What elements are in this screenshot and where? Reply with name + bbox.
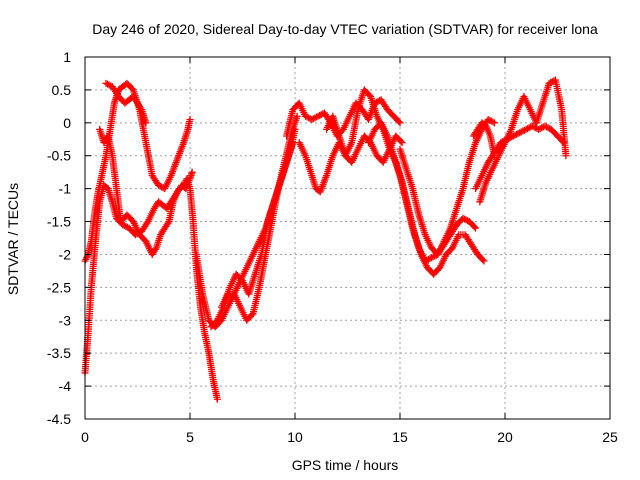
y-tick-label: -1.5: [47, 214, 71, 230]
x-tick-label: 25: [602, 429, 618, 445]
x-tick-label: 15: [392, 429, 408, 445]
y-tick-label: -4.5: [47, 411, 71, 427]
series-1: [82, 175, 221, 402]
data-markers: [82, 77, 570, 403]
x-tick-label: 0: [81, 429, 89, 445]
series-7: [218, 113, 301, 324]
y-tick-label: 1: [63, 49, 71, 65]
data-point: [189, 169, 196, 176]
data-point: [538, 124, 545, 131]
y-tick-label: -0.5: [47, 148, 71, 164]
y-tick-label: -4: [59, 378, 72, 394]
y-tick-label: -2: [59, 246, 72, 262]
y-tick-label: -3: [59, 312, 72, 328]
chart-title: Day 246 of 2020, Sidereal Day-to-day VTE…: [92, 21, 598, 37]
y-tick-label: 0: [63, 115, 71, 131]
y-tick-label: -2.5: [47, 279, 71, 295]
y-tick-label: -3.5: [47, 345, 71, 361]
x-tick-label: 5: [186, 429, 194, 445]
x-tick-label: 10: [287, 429, 303, 445]
y-axis-label: SDTVAR / TECUs: [5, 183, 21, 295]
x-tick-label: 20: [497, 429, 513, 445]
data-point: [488, 118, 495, 125]
y-tick-label: 0.5: [52, 82, 72, 98]
y-tick-label: -1: [59, 181, 72, 197]
data-point: [106, 81, 113, 88]
data-point: [532, 124, 539, 131]
chart-canvas: 0 5 10 15 20 25 1 0.5 0 -0.5 -1 -1.5 -2 -2.5 -3 -3.5 -4 -…: [0, 0, 640, 480]
x-axis-label: GPS time / hours: [292, 457, 399, 473]
data-point: [305, 114, 312, 121]
